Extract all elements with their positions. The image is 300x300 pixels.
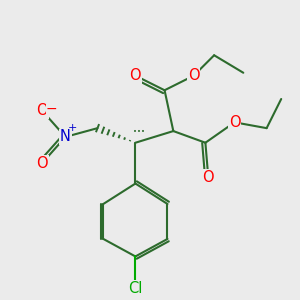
Text: O: O	[202, 170, 214, 185]
Text: O: O	[229, 115, 240, 130]
Text: O: O	[188, 68, 200, 83]
Text: N: N	[60, 129, 71, 144]
Text: O: O	[36, 103, 48, 118]
Text: +: +	[68, 123, 77, 133]
Text: O: O	[36, 156, 48, 171]
Text: •••: •••	[133, 129, 145, 135]
Text: Cl: Cl	[128, 281, 142, 296]
Text: −: −	[46, 102, 57, 116]
Text: O: O	[130, 68, 141, 83]
